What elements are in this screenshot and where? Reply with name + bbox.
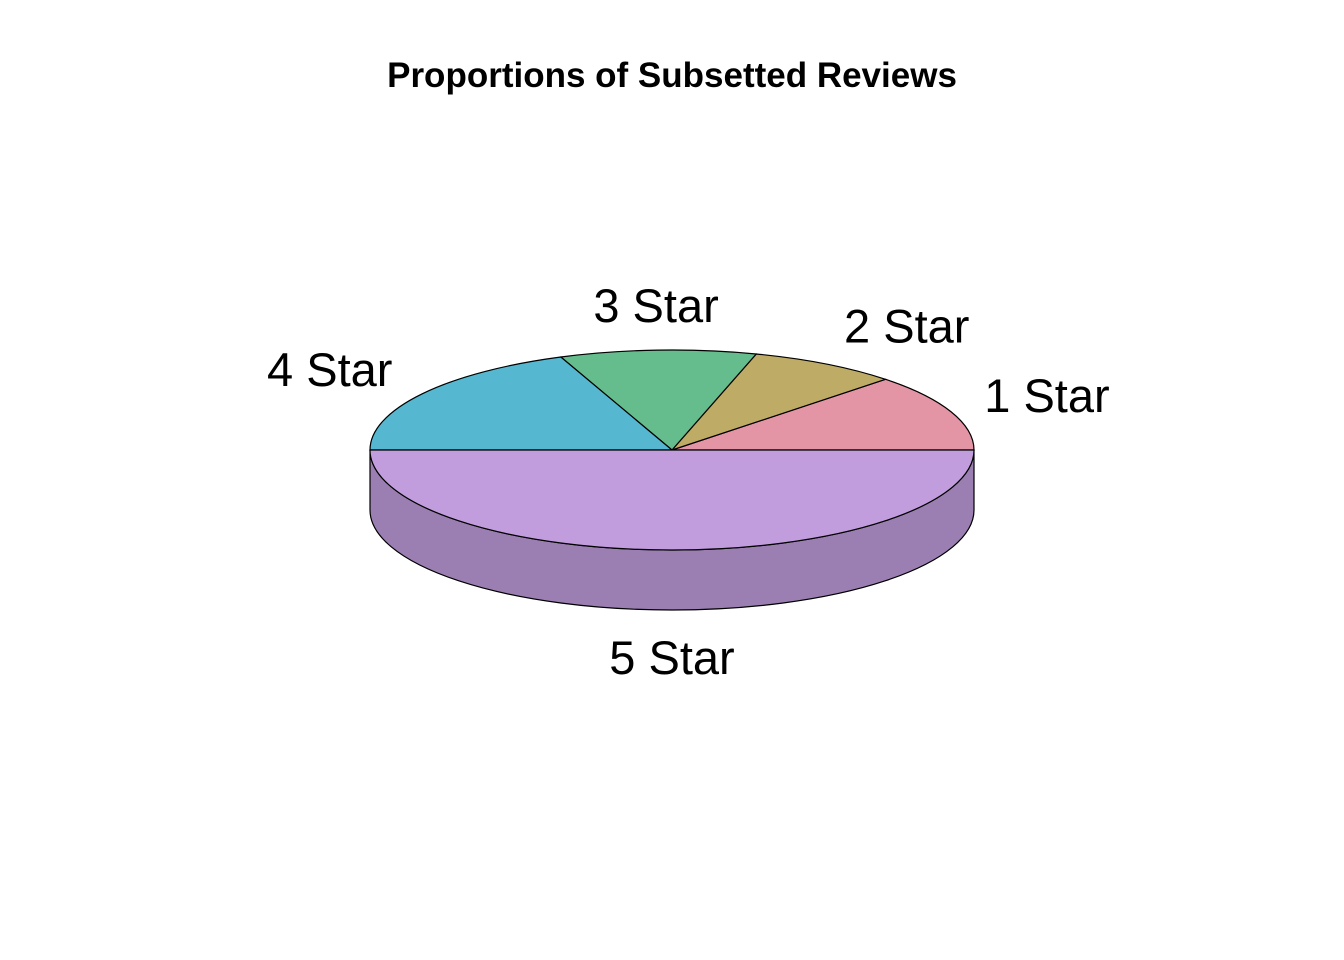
slice-label-4: 4 Star [267,343,392,396]
slice-3 [559,349,758,451]
slice-label-2: 2 Star [844,299,969,352]
slice-1 [671,378,975,451]
slice-2 [670,353,888,452]
chart-title: Proportions of Subsetted Reviews [387,56,957,95]
slice-label-3: 3 Star [593,279,718,332]
slice-4 [369,356,674,451]
slice-label-5: 5 Star [609,631,734,684]
slice-5 [369,449,975,551]
slice-label-1: 1 Star [984,369,1109,422]
